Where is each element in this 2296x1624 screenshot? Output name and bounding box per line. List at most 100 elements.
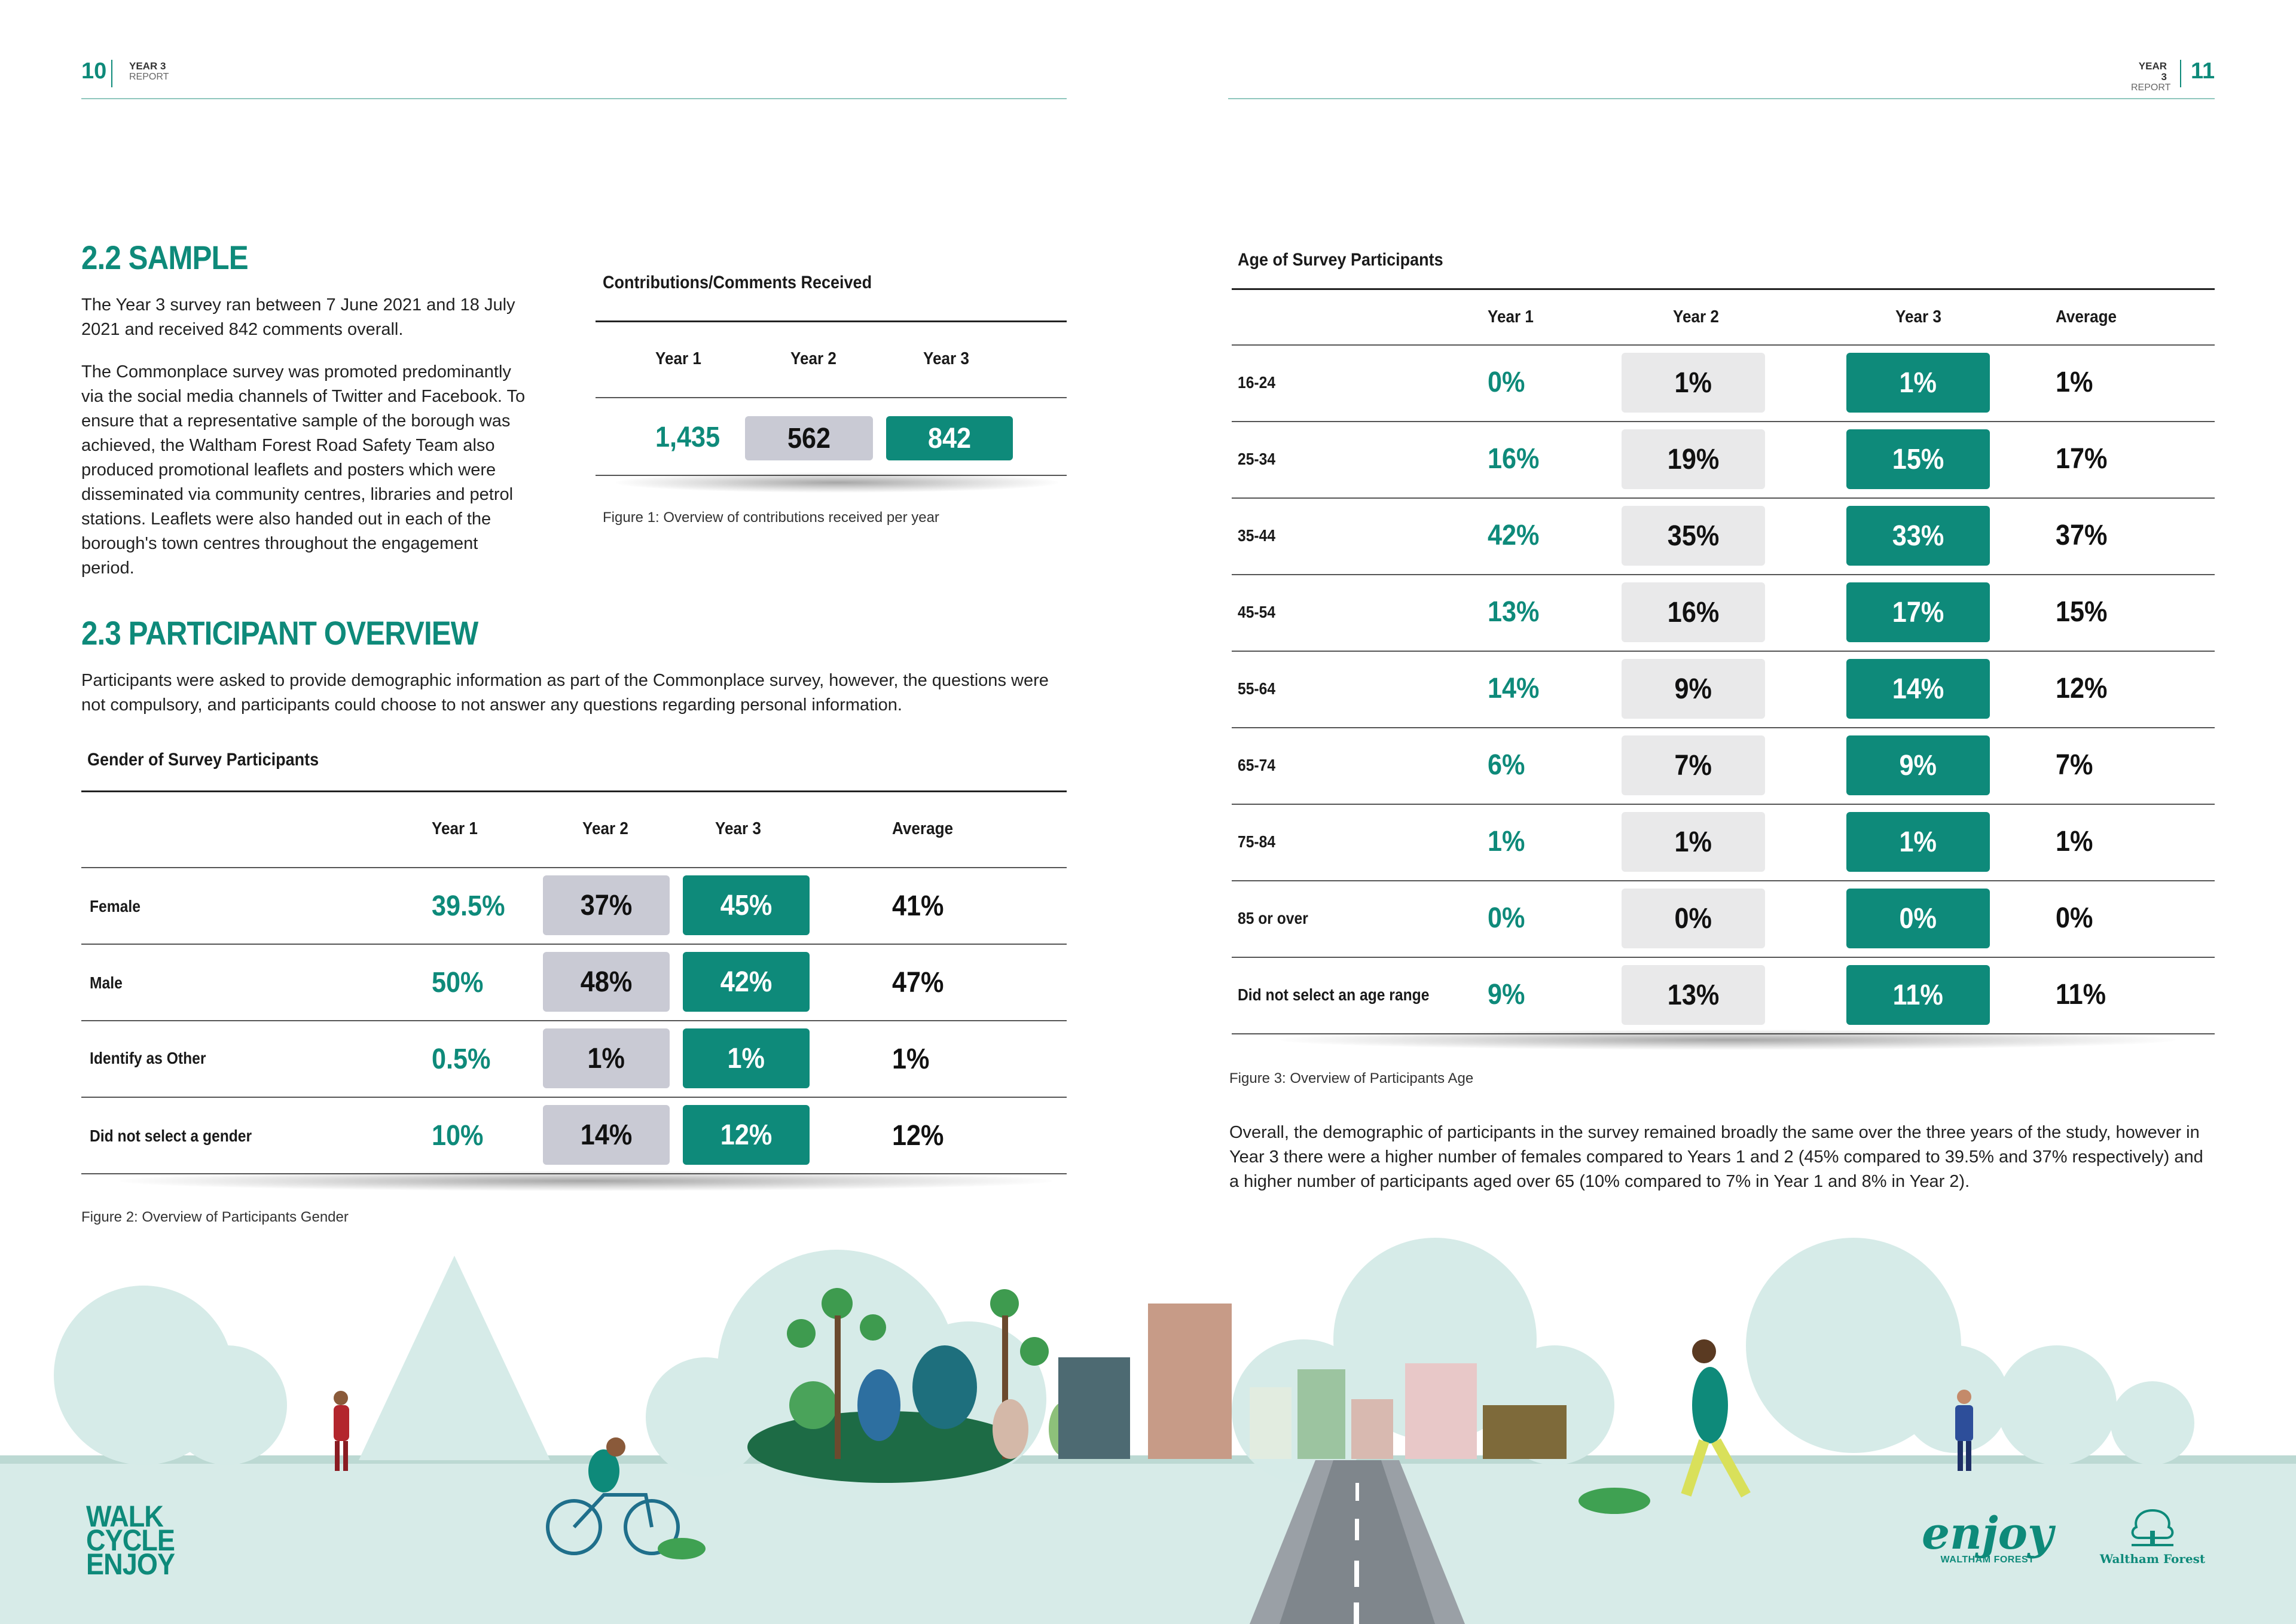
age-year3-value: 11% bbox=[1892, 979, 1944, 1011]
age-row-label: 65-74 bbox=[1238, 756, 1276, 774]
age-year1-value: 0% bbox=[1488, 367, 1525, 398]
age-year2-value: 9% bbox=[1674, 673, 1712, 705]
age-header-year3: Year 3 bbox=[1895, 307, 1941, 326]
age-table-top-rule bbox=[1232, 288, 2215, 290]
age-year1-value: 14% bbox=[1488, 673, 1540, 704]
age-year3-box: 9% bbox=[1846, 735, 1990, 795]
age-year2-value: 1% bbox=[1674, 367, 1712, 399]
age-year1-value: 13% bbox=[1488, 596, 1540, 628]
age-year3-value: 33% bbox=[1892, 520, 1944, 552]
age-year2-value: 13% bbox=[1667, 979, 1720, 1011]
gender-average-value: 12% bbox=[892, 1120, 944, 1152]
gender-header-year3: Year 3 bbox=[715, 819, 761, 838]
sample-heading: 2.2 SAMPLE bbox=[81, 239, 249, 276]
age-year2-box: 13% bbox=[1622, 965, 1765, 1025]
age-header-year2: Year 2 bbox=[1673, 307, 1719, 326]
age-year3-box: 11% bbox=[1846, 965, 1990, 1025]
age-row-label: 55-64 bbox=[1238, 679, 1276, 698]
gender-row-label: Identify as Other bbox=[90, 1049, 206, 1067]
age-year2-value: 35% bbox=[1667, 520, 1720, 552]
age-year2-value: 7% bbox=[1674, 749, 1712, 782]
age-year1-value: 0% bbox=[1488, 902, 1525, 934]
age-year2-box: 16% bbox=[1622, 582, 1765, 642]
gender-average-value: 47% bbox=[892, 967, 944, 999]
age-row-rule bbox=[1232, 1033, 2215, 1034]
left-report-line1: YEAR 3 bbox=[129, 60, 166, 72]
gender-row-rule bbox=[81, 944, 1067, 945]
gender-year2-box: 37% bbox=[543, 875, 670, 935]
age-average-value: 0% bbox=[2056, 902, 2093, 934]
age-year3-box: 0% bbox=[1846, 889, 1990, 948]
contributions-year2-box: 562 bbox=[745, 416, 873, 460]
age-row-label: 75-84 bbox=[1238, 832, 1276, 851]
contributions-year3-box: 842 bbox=[886, 416, 1013, 460]
age-year2-box: 0% bbox=[1622, 889, 1765, 948]
contributions-year3-value: 842 bbox=[927, 422, 972, 454]
age-year1-value: 16% bbox=[1488, 443, 1540, 475]
overview-heading: 2.3 PARTICIPANT OVERVIEW bbox=[81, 614, 478, 652]
summary-paragraph: Overall, the demographic of participants… bbox=[1229, 1123, 2203, 1191]
age-average-value: 37% bbox=[2056, 520, 2108, 551]
age-year3-box: 1% bbox=[1846, 812, 1990, 872]
gender-table-title: Gender of Survey Participants bbox=[87, 750, 319, 770]
right-header-rule bbox=[1228, 98, 2215, 99]
sample-paragraph-1: The Year 3 survey ran between 7 June 202… bbox=[81, 295, 515, 339]
age-row-rule bbox=[1232, 727, 2215, 728]
age-year3-value: 9% bbox=[1899, 749, 1937, 782]
age-year1-value: 1% bbox=[1488, 826, 1525, 857]
contributions-year1-value: 1,435 bbox=[655, 422, 720, 453]
gender-year3-value: 45% bbox=[720, 889, 773, 921]
gender-year3-value: 12% bbox=[720, 1119, 773, 1151]
gender-row-rule bbox=[81, 1097, 1067, 1098]
age-year1-value: 42% bbox=[1488, 520, 1540, 551]
contributions-caption: Figure 1: Overview of contributions rece… bbox=[603, 509, 939, 526]
gender-table-top-rule bbox=[81, 790, 1067, 792]
contributions-top-rule bbox=[596, 320, 1067, 322]
age-header-average: Average bbox=[2056, 307, 2117, 326]
right-page-number: 11 bbox=[2191, 59, 2215, 84]
age-row-rule bbox=[1232, 804, 2215, 805]
age-average-value: 15% bbox=[2056, 596, 2108, 628]
header-divider bbox=[2180, 60, 2181, 87]
tree-logo-icon bbox=[2131, 1509, 2174, 1546]
age-average-value: 1% bbox=[2056, 367, 2093, 398]
age-year1-value: 6% bbox=[1488, 749, 1525, 781]
age-row-rule bbox=[1232, 497, 2215, 499]
enjoy-logo-text: enjoy bbox=[1922, 1508, 2054, 1559]
gender-row-label: Did not select a gender bbox=[90, 1127, 252, 1145]
right-report-label: YEAR 3 REPORT bbox=[2131, 61, 2170, 93]
gender-year2-value: 14% bbox=[580, 1119, 633, 1151]
age-year3-value: 1% bbox=[1899, 367, 1937, 399]
age-year2-box: 7% bbox=[1622, 735, 1765, 795]
contributions-header-rule bbox=[596, 397, 1067, 398]
left-header-rule bbox=[81, 98, 1067, 99]
gender-year2-value: 48% bbox=[580, 966, 633, 998]
age-year3-value: 14% bbox=[1892, 673, 1944, 705]
age-row-label: Did not select an age range bbox=[1238, 985, 1430, 1004]
contributions-header-year3: Year 3 bbox=[923, 349, 969, 368]
gender-average-value: 1% bbox=[892, 1043, 930, 1075]
age-year3-value: 1% bbox=[1899, 826, 1937, 858]
age-year3-value: 0% bbox=[1899, 902, 1937, 935]
gender-year2-value: 37% bbox=[580, 889, 633, 921]
council-logo-text: Waltham Forest bbox=[2099, 1552, 2206, 1566]
gender-header-rule bbox=[81, 867, 1067, 868]
enjoy-waltham-forest-logo: enjoy WALTHAM FOREST bbox=[1922, 1508, 2054, 1565]
waltham-forest-council-logo: Waltham Forest bbox=[2093, 1507, 2212, 1566]
gender-row-label: Female bbox=[90, 897, 141, 915]
header-divider bbox=[111, 60, 112, 87]
age-table-title: Age of Survey Participants bbox=[1238, 250, 1443, 270]
age-year3-box: 14% bbox=[1846, 659, 1990, 719]
gender-row-label: Male bbox=[90, 973, 123, 992]
gender-year1-value: 50% bbox=[432, 967, 484, 999]
age-average-value: 17% bbox=[2056, 443, 2108, 475]
age-year2-value: 1% bbox=[1674, 826, 1712, 858]
contributions-year2-value: 562 bbox=[787, 422, 831, 454]
age-average-value: 11% bbox=[2056, 979, 2106, 1011]
age-year2-box: 35% bbox=[1622, 506, 1765, 566]
gender-year3-box: 45% bbox=[683, 875, 810, 935]
overview-paragraph: Participants were asked to provide demog… bbox=[81, 671, 1049, 715]
age-row-rule bbox=[1232, 651, 2215, 652]
age-year3-box: 17% bbox=[1846, 582, 1990, 642]
age-row-label: 85 or over bbox=[1238, 909, 1308, 927]
